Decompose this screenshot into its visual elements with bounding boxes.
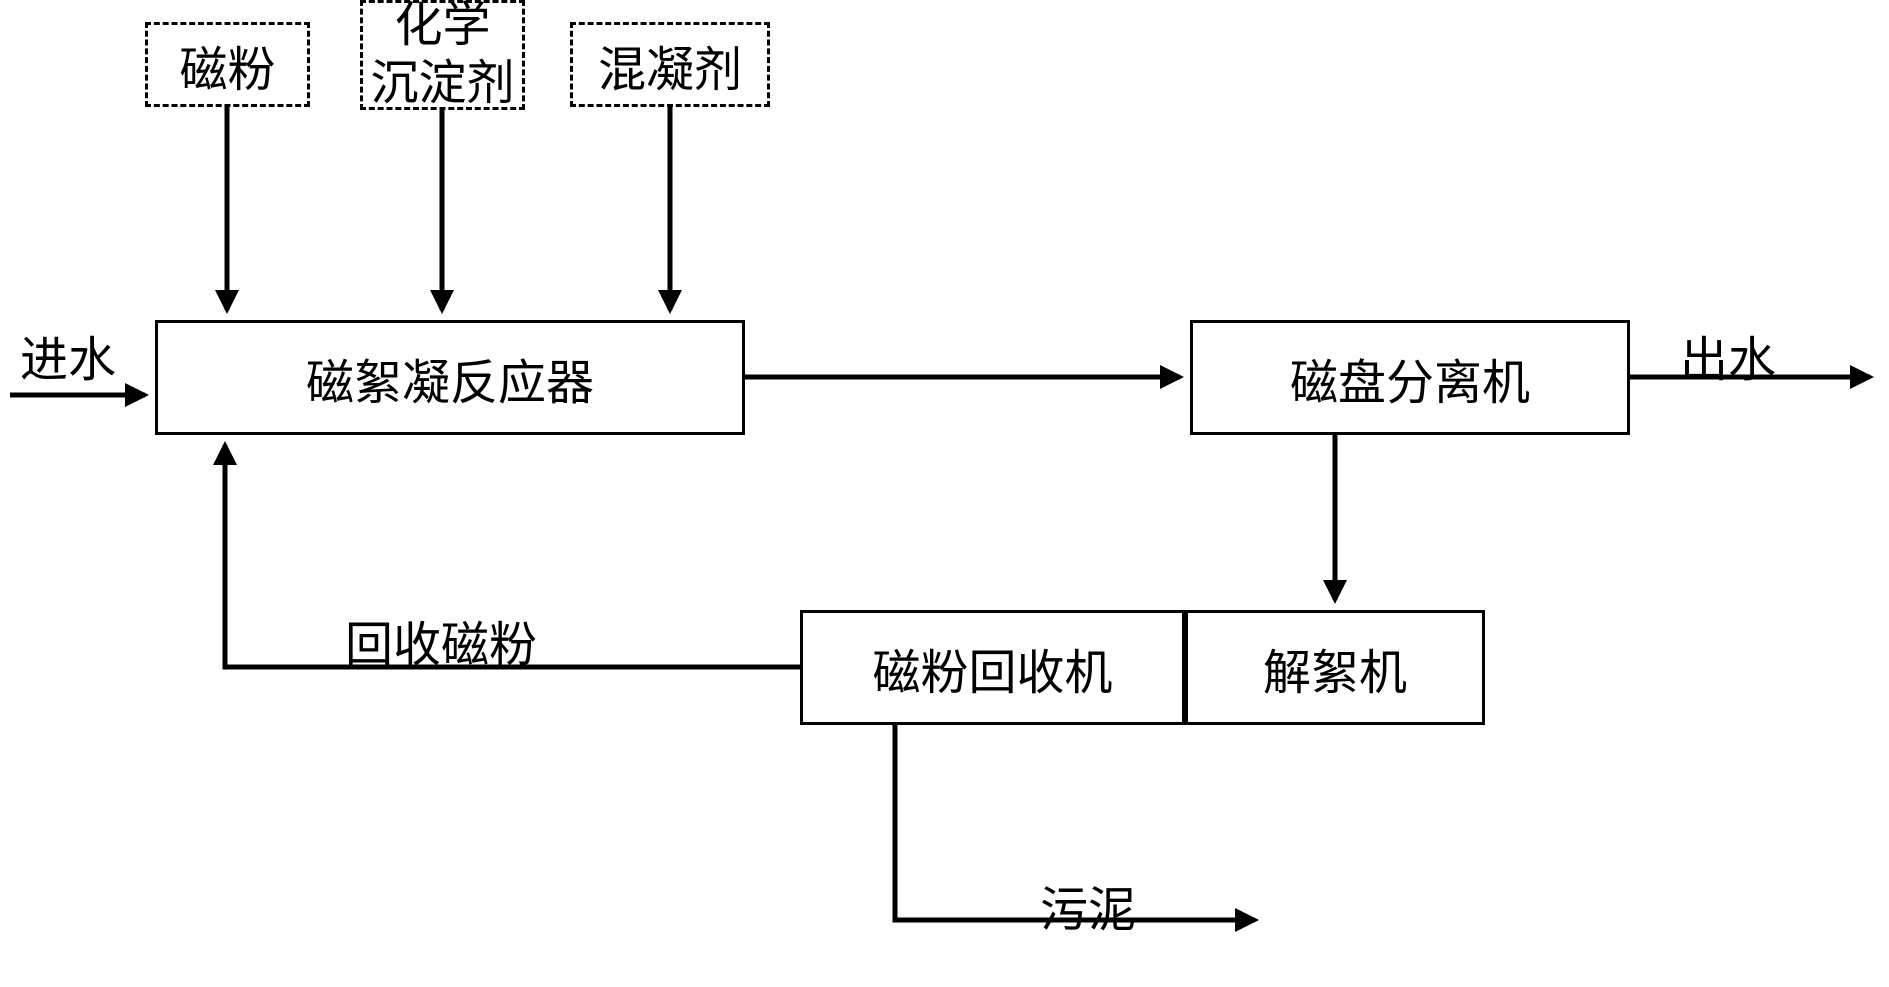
- separator-label: 磁盘分离机: [1290, 343, 1530, 413]
- reactor-label: 磁絮凝反应器: [306, 343, 594, 413]
- reactor-box: 磁絮凝反应器: [155, 320, 745, 435]
- outlet-label: 出水: [1680, 320, 1776, 390]
- input-coagulant: 混凝剂: [570, 22, 770, 107]
- deflocculator-box: 解絮机: [1185, 610, 1485, 725]
- input-chemical-precipitant: 化学 沉淀剂: [360, 0, 525, 110]
- input-magnetic-powder-label: 磁粉: [179, 30, 275, 100]
- recovery-label: 磁粉回收机: [872, 633, 1112, 703]
- input-chemical-precipitant-label: 化学 沉淀剂: [370, 0, 514, 113]
- input-coagulant-label: 混凝剂: [598, 30, 742, 100]
- deflocculator-label: 解絮机: [1263, 633, 1407, 703]
- input-magnetic-powder: 磁粉: [145, 22, 310, 107]
- sludge-label: 污泥: [1040, 870, 1136, 940]
- separator-box: 磁盘分离机: [1190, 320, 1630, 435]
- arrows-overlay: [0, 0, 1889, 987]
- recovery-box: 磁粉回收机: [800, 610, 1185, 725]
- recycle-label: 回收磁粉: [345, 605, 537, 675]
- inlet-label: 进水: [20, 320, 116, 390]
